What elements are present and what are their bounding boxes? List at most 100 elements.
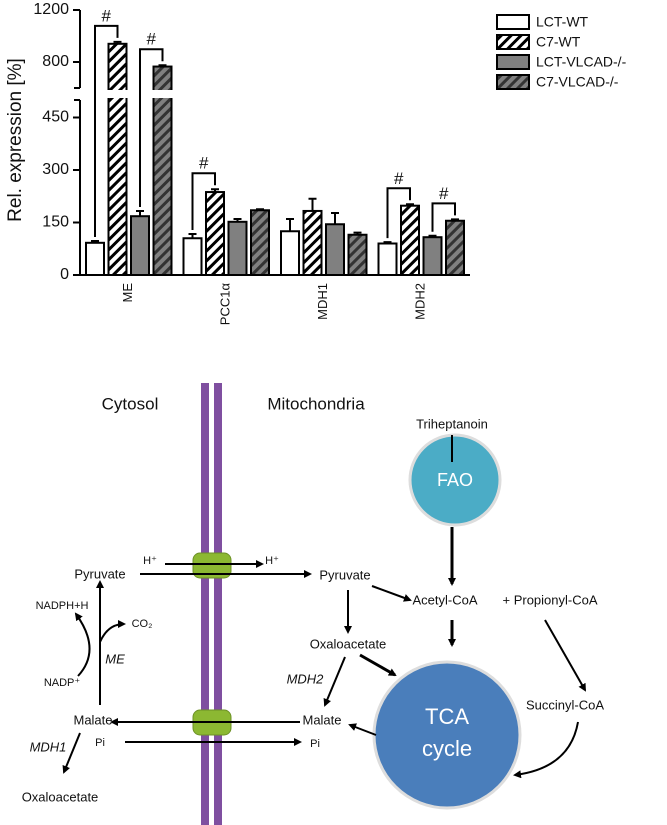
error-bar — [188, 233, 197, 239]
arrow — [544, 619, 586, 692]
label: MDH2 — [287, 671, 325, 686]
error-bar — [383, 241, 392, 244]
error-bar — [91, 240, 99, 243]
bar — [280, 230, 300, 276]
y-tick-label: 450 — [42, 109, 69, 126]
arrow — [99, 620, 126, 643]
bar — [250, 209, 270, 276]
label: CO₂ — [132, 618, 153, 630]
arrow — [513, 721, 579, 779]
label: Oxaloacetate — [22, 789, 99, 804]
bar — [347, 233, 368, 276]
error-bar — [353, 231, 362, 235]
y-tick-label: 800 — [42, 53, 69, 70]
bar — [227, 220, 248, 277]
significance-label: # — [439, 184, 449, 203]
label: FAO — [437, 470, 473, 490]
error-bar — [331, 212, 339, 225]
significance-bracket — [431, 202, 456, 232]
label: H⁺ — [143, 555, 157, 567]
bar — [107, 42, 128, 276]
label: H⁺ — [265, 555, 279, 567]
label: Succinyl-CoA — [526, 697, 604, 712]
error-bar — [428, 234, 437, 238]
error-bar — [233, 218, 242, 222]
legend-label: C7-VLCAD-/- — [536, 74, 619, 90]
error-bar — [256, 208, 264, 211]
legend-swatch — [496, 54, 530, 70]
label: Pyruvate — [319, 567, 370, 582]
label: Pyruvate — [74, 566, 125, 581]
arrow — [323, 656, 346, 707]
axis-break-gap — [83, 90, 470, 98]
error-bar — [308, 197, 317, 211]
bar — [422, 236, 443, 276]
bar — [377, 242, 398, 276]
label: Malate — [73, 712, 112, 727]
bar — [182, 237, 203, 276]
label: Triheptanoin — [416, 416, 488, 431]
significance-bracket — [94, 24, 119, 238]
label: MDH1 — [30, 739, 67, 754]
significance-label: # — [394, 169, 404, 188]
error-bar — [406, 203, 414, 206]
error-bar — [158, 64, 167, 67]
x-tick-label: PCC1α — [218, 283, 233, 326]
membrane — [201, 383, 209, 825]
x-tick-label: ME — [120, 283, 135, 303]
legend-label: LCT-WT — [536, 14, 589, 30]
bar — [302, 209, 323, 276]
legend-swatch — [496, 34, 530, 50]
arrow — [348, 723, 377, 736]
label: Pi — [95, 737, 105, 749]
label: NADP⁺ — [44, 677, 81, 689]
significance-bracket — [139, 48, 164, 207]
y-tick-label: 150 — [42, 214, 69, 231]
label: cycle — [422, 736, 472, 761]
bar — [85, 241, 105, 277]
significance-bracket — [191, 172, 216, 231]
label: Cytosol — [102, 394, 159, 413]
label: Malate — [302, 712, 341, 727]
y-tick-label: 0 — [60, 266, 69, 283]
significance-label: # — [147, 30, 157, 49]
legend-label: C7-WT — [536, 34, 581, 50]
y-tick-label: 300 — [42, 161, 69, 178]
legend-label: LCT-VLCAD-/- — [536, 54, 627, 70]
bar — [205, 191, 225, 276]
arrow — [74, 612, 91, 677]
error-bar — [286, 218, 294, 232]
arrow — [62, 732, 81, 774]
label: Pi — [310, 738, 320, 750]
error-bar — [113, 40, 122, 44]
y-tick-label: 1200 — [33, 1, 69, 18]
bar-chart: 0 150 300 450 800 1200 Rel. expression [%] ME PC… — [5, 1, 627, 325]
membrane — [214, 383, 222, 825]
label: NADPH+H — [36, 600, 89, 612]
bar — [325, 223, 345, 276]
bar — [130, 215, 150, 276]
fao-node — [408, 433, 502, 527]
legend-swatch — [496, 14, 530, 30]
significance-label: # — [199, 154, 209, 173]
bar — [445, 219, 465, 276]
bar — [400, 204, 420, 276]
label: Mitochondria — [267, 394, 365, 413]
x-tick-label: MDH1 — [315, 283, 330, 320]
significance-bracket — [386, 187, 411, 239]
error-bar — [136, 209, 144, 217]
y-axis-label: Rel. expression [%] — [5, 58, 26, 222]
label: Oxaloacetate — [310, 636, 387, 651]
x-tick-label: MDH2 — [413, 283, 428, 320]
label: TCA — [425, 704, 469, 729]
transporter — [192, 552, 232, 579]
label: + Propionyl-CoA — [502, 592, 597, 607]
arrow — [359, 653, 397, 677]
legend-swatch — [496, 74, 530, 90]
pathway-diagram: Cytosol Mitochondria Triheptanoin FAO H⁺… — [22, 383, 604, 825]
error-bar — [211, 188, 219, 193]
label: ME — [105, 651, 125, 666]
error-bar — [451, 218, 459, 221]
label: Acetyl-CoA — [412, 592, 477, 607]
